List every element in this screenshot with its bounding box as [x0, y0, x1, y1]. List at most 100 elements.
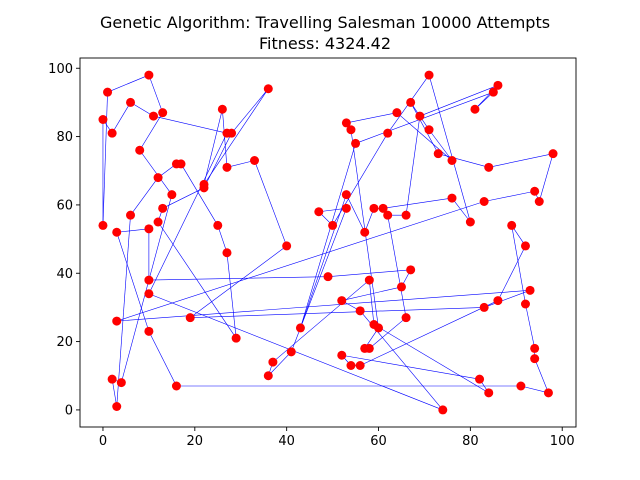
route-segment — [139, 150, 173, 195]
city-point — [424, 70, 434, 80]
city-point — [282, 241, 292, 251]
city-point — [543, 388, 553, 398]
city-point — [484, 388, 494, 398]
route-segment — [190, 307, 485, 318]
route-segment — [373, 324, 489, 394]
y-tick-label: 80 — [56, 130, 73, 145]
city-point — [346, 125, 356, 135]
city-point — [135, 145, 145, 155]
x-tick-label: 20 — [187, 434, 204, 449]
city-point — [438, 405, 448, 415]
city-point — [158, 108, 168, 118]
route-segment — [130, 177, 159, 216]
route-segment — [387, 215, 407, 318]
city-point — [98, 220, 108, 230]
x-tick-label: 100 — [550, 434, 575, 449]
route-segment — [332, 133, 388, 226]
route-segment — [116, 228, 149, 233]
city-point — [263, 371, 273, 381]
city-point — [213, 220, 223, 230]
route-segment — [438, 153, 489, 168]
axes: 0 20 40 60 80 100 0 20 40 60 80 100 — [48, 57, 577, 449]
city-point — [144, 70, 154, 80]
city-point — [222, 162, 232, 172]
city-point — [475, 374, 485, 384]
route-segment — [148, 133, 228, 294]
city-point — [369, 320, 379, 329]
city-point — [369, 203, 379, 213]
route-segment — [341, 286, 402, 301]
route-segment — [396, 112, 453, 161]
city-point — [112, 402, 122, 411]
route-segment — [428, 129, 453, 161]
city-point — [323, 272, 333, 282]
city-point — [148, 111, 158, 121]
x-tick-label: 0 — [99, 434, 107, 449]
city-point — [328, 220, 338, 230]
route-segment — [226, 252, 237, 339]
city-point — [520, 241, 530, 251]
city-point — [98, 115, 108, 124]
city-point — [337, 350, 347, 360]
city-point — [383, 210, 393, 220]
city-point — [231, 333, 241, 343]
city-point — [406, 97, 416, 107]
route-segment — [116, 215, 131, 407]
route-segment — [254, 160, 287, 247]
route-segment — [538, 153, 554, 202]
route-segment — [203, 133, 232, 188]
route-segment — [360, 300, 499, 366]
city-point — [295, 323, 305, 333]
route-segment — [419, 85, 499, 117]
city-point — [144, 289, 154, 299]
city-point — [222, 128, 232, 138]
x-tick-label: 40 — [278, 434, 295, 449]
route-segment — [153, 115, 228, 134]
route-segment — [410, 102, 439, 154]
city-point — [337, 296, 347, 306]
city-point — [167, 190, 177, 200]
route-segment — [534, 358, 549, 393]
city-point — [185, 313, 195, 323]
y-tick-label: 0 — [65, 403, 73, 418]
route-segment — [346, 194, 366, 233]
city-point — [447, 193, 457, 203]
route-segment — [121, 194, 173, 383]
route-segment — [148, 276, 329, 281]
city-point — [465, 217, 475, 227]
route-segment — [300, 194, 347, 329]
city-point — [488, 87, 498, 97]
route-segment — [488, 153, 554, 168]
city-point — [355, 306, 365, 316]
city-point — [346, 361, 356, 370]
route-segment — [369, 280, 375, 325]
city-point — [360, 227, 370, 237]
city-point — [144, 275, 154, 285]
city-point — [116, 378, 126, 388]
x-tick-label: 80 — [462, 434, 479, 449]
route-segment — [484, 190, 535, 202]
city-point — [126, 210, 136, 220]
city-point — [433, 149, 443, 159]
route-segment — [369, 317, 407, 349]
city-point — [126, 97, 136, 107]
city-point — [176, 159, 186, 169]
city-point — [479, 302, 489, 312]
route-segment — [355, 91, 494, 144]
city-point — [107, 128, 117, 138]
route-segment — [190, 245, 287, 318]
y-tick-label: 20 — [56, 335, 73, 350]
route-segment — [107, 74, 150, 93]
city-point — [401, 210, 411, 220]
route-segment — [148, 74, 163, 113]
city-point — [507, 220, 517, 230]
city-point — [406, 265, 416, 275]
city-point — [530, 354, 540, 364]
city-point — [525, 285, 535, 295]
route-segment — [268, 351, 292, 376]
city-point — [351, 138, 361, 148]
city-point — [268, 357, 278, 367]
route-segment — [180, 163, 219, 226]
city-point — [144, 224, 154, 234]
route-segment — [157, 221, 237, 339]
